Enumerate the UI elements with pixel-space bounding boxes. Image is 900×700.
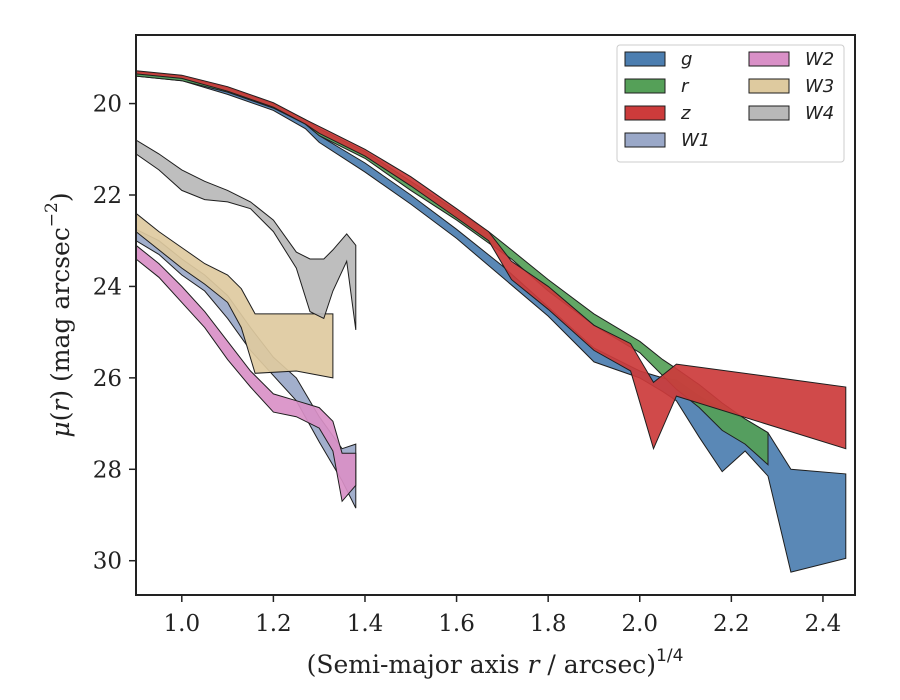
legend-label-w3: W3 [805,76,834,97]
legend-label-w2: W2 [805,49,834,70]
x-axis-label: (Semi-major axis r / arcsec)1/4 [307,646,684,679]
x-tick-label: 1.8 [530,611,567,637]
x-axis-label-mid: / arcsec) [539,650,656,679]
legend-swatch-w1 [624,132,666,148]
band-z [136,70,847,451]
y-tick-label: 22 [93,183,122,209]
y-axis-label-mu: μ [46,421,75,437]
y-axis-label-end: ) [46,192,75,202]
band-layer [136,70,847,573]
y-tick-label: 28 [93,457,122,483]
legend-box [616,44,845,163]
y-axis-label: μ(r) (mag arcsec−2) [42,192,75,437]
x-tick-label: 1.0 [164,611,201,637]
x-axis-label-sup: 1/4 [656,646,683,666]
y-axis-label-var: r [46,398,75,412]
y-tick-label: 30 [93,549,122,575]
legend-label-z: z [680,103,691,124]
legend-label-g: g [681,49,692,70]
legend-label-w4: W4 [805,103,834,124]
y-axis-label-sup: −2 [42,202,62,227]
y-tick-label: 26 [93,366,122,392]
legend-swatch-w3 [748,78,790,94]
legend-swatch-r [624,78,666,94]
plot-frame [135,34,856,596]
band-w4 [136,139,357,330]
x-tick-label: 1.2 [255,611,292,637]
band-w3 [136,212,334,379]
y-axis-label-open: ( [46,412,75,422]
legend-swatch-w2 [748,51,790,67]
legend-swatch-z [624,105,666,121]
x-tick-label: 1.4 [347,611,384,637]
x-tick-label: 2.0 [621,611,658,637]
x-tick-label: 2.4 [805,611,842,637]
band-g [136,73,847,573]
y-axis: 20 22 24 26 28 30 [93,92,136,575]
x-axis-label-prefix: (Semi-major axis [307,650,528,679]
legend-items: grz W1 W2 W3 W4 [624,49,834,151]
x-tick-label: 1.6 [438,611,475,637]
y-axis-label-units: ) (mag arcsec [46,227,75,400]
legend-label-r: r [681,76,690,97]
legend-swatch-w4 [748,105,790,121]
y-tick-label: 24 [93,274,122,300]
legend-label-w1: W1 [681,130,710,151]
y-tick-label: 20 [93,92,122,118]
legend-swatch-g [624,51,666,67]
x-tick-label: 2.2 [713,611,750,637]
x-axis-label-var: r [528,650,542,679]
x-axis: 1.0 1.2 1.4 1.6 1.8 2.0 2.2 2.4 [164,595,842,637]
band-w2 [136,244,357,503]
legend: grz W1 W2 W3 W4 [616,44,845,163]
